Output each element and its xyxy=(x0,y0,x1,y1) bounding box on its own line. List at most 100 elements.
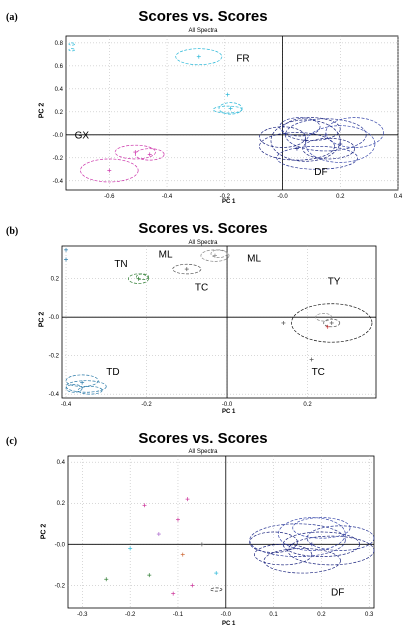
group-label: ML xyxy=(159,250,173,261)
chart-panel-c: (c) Scores vs. Scores All Spectra -0.3 -0… xyxy=(0,424,406,632)
chart-title: Scores vs. Scores xyxy=(138,220,268,237)
score-point xyxy=(64,257,69,262)
y-tick-label: 0.2 xyxy=(57,501,66,507)
score-point xyxy=(107,168,112,173)
confidence-ellipse xyxy=(325,117,384,148)
score-point xyxy=(147,152,152,157)
x-tick-label: -0.0 xyxy=(222,402,233,408)
y-tick-label: 0.2 xyxy=(51,277,60,283)
x-tick-label: -0.4 xyxy=(162,194,173,200)
y-tick-label: -0.4 xyxy=(49,392,60,398)
confidence-ellipse xyxy=(276,145,358,170)
confidence-ellipse xyxy=(218,102,243,115)
score-point xyxy=(309,542,314,547)
confidence-ellipse xyxy=(254,543,313,566)
group-label: TC xyxy=(195,282,208,293)
group-label: ML xyxy=(247,253,261,264)
group-label: TY xyxy=(328,276,341,287)
x-axis-label: PC 1 xyxy=(222,199,236,205)
score-point xyxy=(184,267,189,272)
score-point xyxy=(142,503,147,508)
confidence-ellipse xyxy=(136,273,149,281)
group-label: FR xyxy=(236,53,249,64)
y-tick-label: -0.0 xyxy=(49,315,60,321)
x-tick-label: 0.2 xyxy=(336,194,345,200)
confidence-ellipse xyxy=(77,386,103,395)
score-point xyxy=(323,132,328,137)
score-point xyxy=(303,138,308,143)
y-tick-label: 0.8 xyxy=(55,41,64,47)
score-point xyxy=(128,546,133,551)
chart-subtitle: All Spectra xyxy=(188,449,218,455)
group-label: TD xyxy=(106,367,119,378)
confidence-ellipse xyxy=(287,535,375,566)
y-tick-label: -0.2 xyxy=(55,583,66,589)
group-label: TN xyxy=(114,259,127,270)
confidence-ellipse xyxy=(278,517,346,551)
confidence-ellipse xyxy=(68,42,76,46)
confidence-ellipse xyxy=(292,517,351,539)
score-point xyxy=(175,517,180,522)
x-tick-label: -0.2 xyxy=(220,194,231,200)
x-tick-label: 0.1 xyxy=(269,612,278,618)
score-point xyxy=(104,577,109,582)
y-tick-label: 0.6 xyxy=(55,64,64,70)
score-point xyxy=(133,150,138,155)
confidence-ellipse xyxy=(279,117,321,137)
score-point xyxy=(309,357,314,362)
y-tick-label: 0.4 xyxy=(57,460,66,466)
confidence-ellipse xyxy=(114,144,156,160)
y-tick-label: 0.2 xyxy=(55,110,64,116)
confidence-ellipse xyxy=(134,148,165,161)
score-point xyxy=(212,253,217,258)
y-tick-label: -0.2 xyxy=(53,156,64,162)
y-tick-label: -0.4 xyxy=(53,179,64,185)
group-label: DF xyxy=(314,167,327,178)
confidence-ellipse xyxy=(128,273,149,284)
x-tick-label: -0.2 xyxy=(141,402,152,408)
confidence-ellipse xyxy=(249,523,346,557)
confidence-ellipse xyxy=(323,318,341,328)
confidence-ellipse xyxy=(65,374,99,387)
score-point xyxy=(64,247,69,252)
x-tick-label: 0.4 xyxy=(394,194,403,200)
x-tick-label: -0.0 xyxy=(277,194,288,200)
score-point xyxy=(338,142,343,147)
confidence-ellipse xyxy=(259,132,335,161)
chart-title: Scores vs. Scores xyxy=(138,430,268,447)
confidence-ellipse xyxy=(270,119,341,162)
score-point xyxy=(190,583,195,588)
confidence-ellipse xyxy=(291,303,373,343)
score-point xyxy=(136,276,141,281)
panel-label: (a) xyxy=(6,12,18,23)
confidence-ellipse xyxy=(175,48,223,66)
confidence-ellipse xyxy=(249,531,298,553)
x-tick-label: 0.2 xyxy=(303,402,312,408)
x-axis-label: PC 1 xyxy=(222,621,236,627)
score-point xyxy=(225,92,230,97)
x-tick-label: -0.3 xyxy=(77,612,88,618)
score-point xyxy=(199,542,204,547)
score-point xyxy=(171,591,176,596)
plot-area: -0.4 -0.2 -0.0 0.2 0.2 -0.0 -0.2 -0.4 TN ML ML TC TY… xyxy=(49,245,377,408)
y-tick-label: -0.2 xyxy=(49,354,60,360)
plot-area: -0.3 -0.2 -0.1 -0.0 0.1 0.2 0.3 0.4 0.2 -0.0 -0.2 D… xyxy=(55,455,375,618)
score-point xyxy=(180,552,185,557)
confidence-ellipse xyxy=(285,118,367,152)
group-label: TC xyxy=(312,367,325,378)
x-tick-label: -0.0 xyxy=(221,612,232,618)
confidence-ellipse xyxy=(315,312,333,322)
score-point xyxy=(196,54,201,59)
y-tick-label: -0.0 xyxy=(53,133,64,139)
confidence-ellipse xyxy=(80,158,139,183)
y-axis-label: PC 2 xyxy=(38,311,46,328)
confidence-ellipse xyxy=(210,587,223,592)
y-tick-label: 0.4 xyxy=(55,87,64,93)
x-tick-label: -0.1 xyxy=(173,612,184,618)
group-label: GX xyxy=(75,130,90,141)
confidence-ellipse xyxy=(282,531,361,557)
confidence-ellipse xyxy=(65,380,107,393)
group-label: DF xyxy=(331,588,344,599)
confidence-ellipse xyxy=(200,249,230,262)
score-point xyxy=(329,320,334,325)
